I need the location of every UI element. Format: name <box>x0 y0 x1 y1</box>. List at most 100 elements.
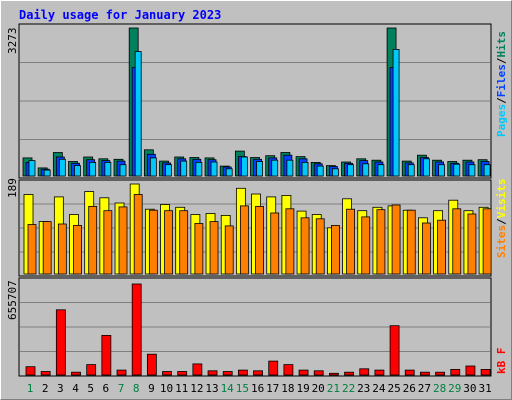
kbytes-bar <box>344 371 354 376</box>
kbytes-bar <box>313 370 324 376</box>
x-tick-label: 25 <box>387 382 400 395</box>
kbytes-bar <box>146 353 157 376</box>
kbytes-bar <box>25 366 36 376</box>
x-tick-label: 23 <box>357 382 370 395</box>
sites-bar <box>452 208 462 275</box>
sites-bar <box>148 209 158 275</box>
sites-bar <box>103 210 113 275</box>
pages-bar <box>240 156 248 177</box>
sites-bar <box>270 212 280 275</box>
legend-visits: Visits <box>495 179 508 219</box>
pages-bar <box>301 161 309 177</box>
sites-bar <box>164 210 173 275</box>
pages-bar <box>377 164 385 177</box>
pages-bar <box>331 168 339 177</box>
sites-bar <box>57 223 67 275</box>
kbytes-bar <box>435 371 445 376</box>
legend-mid: Sites/Visits <box>495 179 508 259</box>
x-tick-label: 10 <box>160 382 173 395</box>
x-tick-label: 16 <box>251 382 264 395</box>
x-tick-label: 6 <box>102 382 109 395</box>
visits-bars <box>23 183 492 275</box>
kbytes-bar <box>404 369 415 376</box>
sites-bar <box>437 219 446 275</box>
sites-bar <box>361 216 371 275</box>
sites-bar <box>118 206 128 275</box>
x-tick-label: 15 <box>236 382 249 395</box>
pages-bar <box>286 159 294 177</box>
kbytes-bar <box>328 372 339 376</box>
pages-bar <box>195 161 203 177</box>
pages-bar <box>347 164 354 177</box>
legend-sep-1: / <box>495 97 508 104</box>
kbytes-bar <box>192 363 203 376</box>
pages-bar <box>468 164 476 177</box>
x-tick-label: 8 <box>133 382 140 395</box>
ymax-label-hits: 3273 <box>6 28 19 55</box>
kbytes-bar <box>40 371 51 376</box>
x-tick-label: 21 <box>327 382 340 395</box>
sites-bar <box>224 225 234 275</box>
ymax-label-kbytes: 655707 <box>6 280 19 320</box>
kbytes-bar <box>162 371 172 376</box>
pages-bar <box>165 164 172 177</box>
pages-bar <box>134 51 142 177</box>
pages-bar <box>453 163 461 177</box>
sites-bar <box>422 222 431 275</box>
sites-bar <box>330 224 340 275</box>
kbytes-bar <box>55 309 66 376</box>
x-tick-label: 19 <box>296 382 309 395</box>
kbytes-bar <box>420 371 430 376</box>
x-tick-label: 7 <box>118 382 125 395</box>
x-tick-label: 20 <box>312 382 325 395</box>
legend-kbytes: kB F <box>495 348 508 375</box>
kbytes-bars <box>25 283 491 376</box>
kbytes-bar <box>131 283 142 376</box>
pages-bar <box>119 164 127 177</box>
legend-sep-2: / <box>495 57 508 64</box>
sites-bar <box>315 218 325 275</box>
kbytes-bar <box>177 371 188 376</box>
kbytes-bar <box>283 364 294 376</box>
x-tick-label: 9 <box>148 382 155 395</box>
x-tick-label: 3 <box>57 382 64 395</box>
chart-title: Daily usage for January 2023 <box>19 8 221 22</box>
sites-bar <box>406 209 416 275</box>
x-tick-label: 13 <box>205 382 218 395</box>
kbytes-bar <box>116 369 127 376</box>
x-tick-label: 22 <box>342 382 355 395</box>
sites-bar <box>346 208 355 275</box>
sites-bar <box>300 217 310 275</box>
pages-bar <box>423 158 430 177</box>
x-tick-label: 5 <box>87 382 94 395</box>
pages-bar <box>210 161 218 177</box>
x-tick-label: 4 <box>72 382 79 395</box>
x-tick-label: 17 <box>266 382 279 395</box>
x-tick-label: 14 <box>221 382 235 395</box>
x-tick-label: 26 <box>403 382 416 395</box>
pages-bar <box>104 161 112 177</box>
kbytes-bar <box>101 334 112 376</box>
kbytes-bar <box>465 365 476 376</box>
kbytes-bar <box>71 371 81 376</box>
kbytes-bar <box>237 369 248 376</box>
pages-bar <box>483 164 491 177</box>
sites-bar <box>179 210 189 275</box>
pages-bar <box>438 164 445 177</box>
legend-pages: Pages <box>495 104 508 137</box>
x-tick-label: 31 <box>478 382 491 395</box>
pages-bar <box>392 49 400 177</box>
x-tick-label: 30 <box>463 382 476 395</box>
kbytes-bar <box>480 368 491 376</box>
x-tick-label: 12 <box>190 382 203 395</box>
sites-bar <box>73 224 82 275</box>
ymax-label-visits: 189 <box>6 178 19 198</box>
kbytes-bar <box>86 364 97 376</box>
x-tick-label: 27 <box>418 382 431 395</box>
sites-bar <box>376 209 386 275</box>
kbytes-bar <box>359 368 370 376</box>
sites-bar <box>194 223 204 275</box>
x-tick-label: 24 <box>372 382 386 395</box>
legend-sep-3: / <box>495 218 508 225</box>
